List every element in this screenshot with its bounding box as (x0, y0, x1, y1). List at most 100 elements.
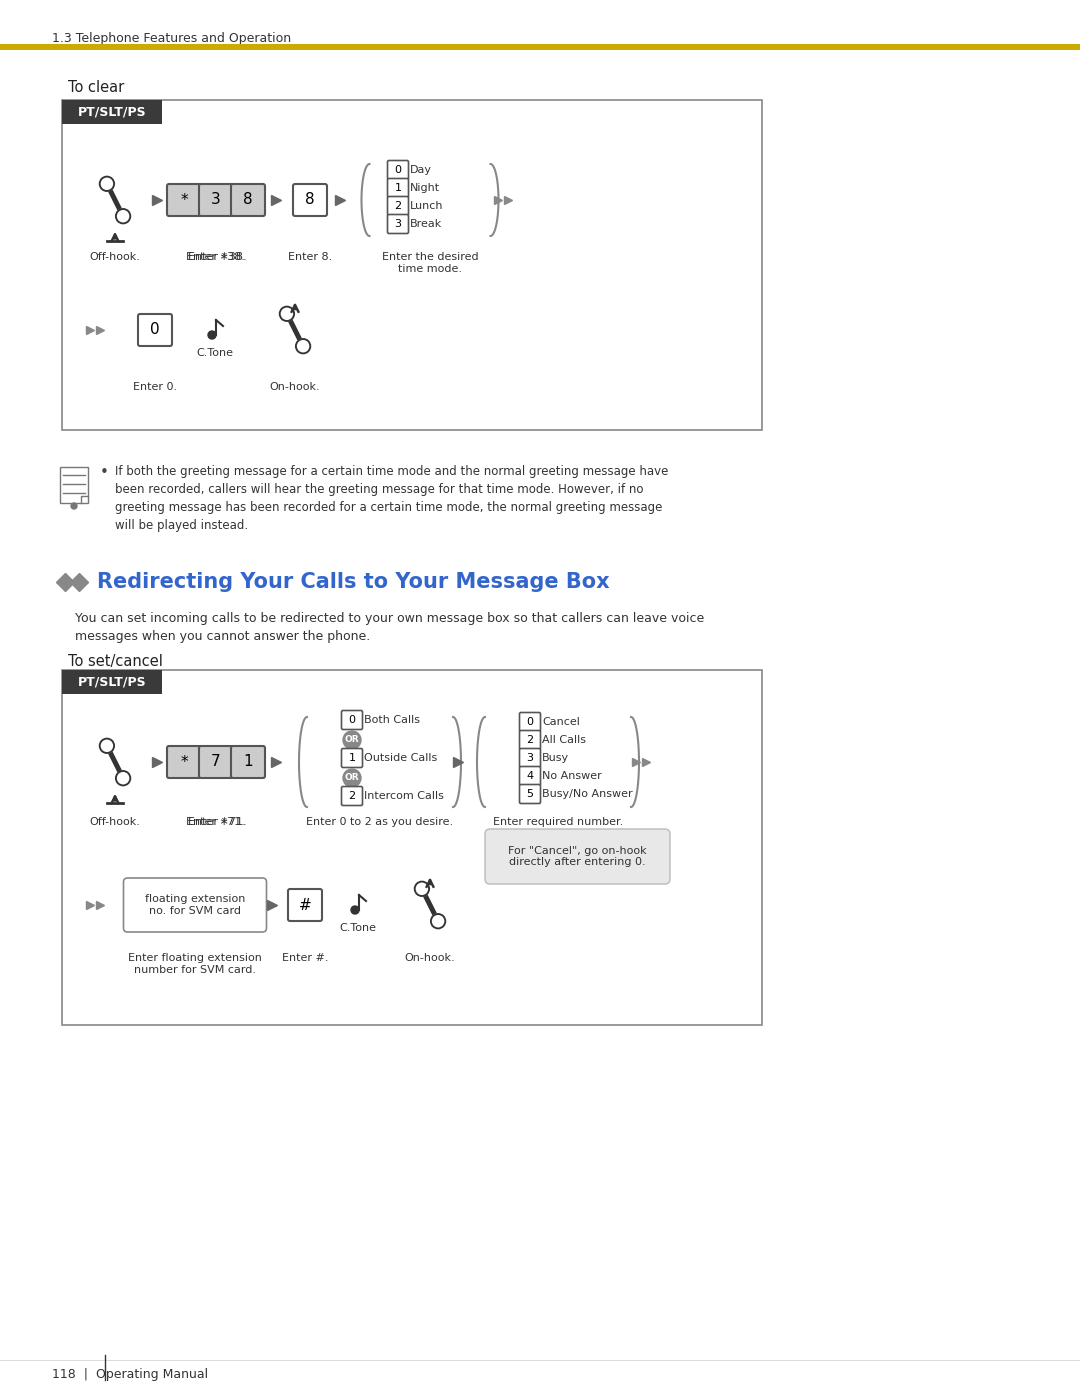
FancyBboxPatch shape (388, 161, 408, 179)
Text: 2: 2 (526, 735, 534, 745)
Circle shape (415, 882, 429, 895)
Text: C.Tone: C.Tone (197, 348, 233, 358)
Text: 0: 0 (349, 715, 355, 725)
FancyBboxPatch shape (341, 711, 363, 729)
Circle shape (208, 331, 216, 339)
FancyBboxPatch shape (388, 197, 408, 215)
Text: 2: 2 (349, 791, 355, 800)
Text: 0: 0 (527, 717, 534, 726)
FancyBboxPatch shape (231, 184, 265, 217)
FancyBboxPatch shape (123, 877, 267, 932)
Text: 1: 1 (349, 753, 355, 763)
Text: If both the greeting message for a certain time mode and the normal greeting mes: If both the greeting message for a certa… (114, 465, 669, 532)
Text: On-hook.: On-hook. (405, 953, 456, 963)
FancyBboxPatch shape (519, 749, 540, 767)
Text: Cancel: Cancel (542, 717, 580, 726)
Text: 8: 8 (306, 193, 314, 208)
Text: Both Calls: Both Calls (364, 715, 420, 725)
FancyBboxPatch shape (519, 712, 540, 732)
Text: Enter floating extension
number for SVM card.: Enter floating extension number for SVM … (129, 953, 262, 975)
Text: Enter *71.: Enter *71. (188, 817, 244, 827)
Text: C.Tone: C.Tone (339, 923, 377, 933)
Text: *: * (180, 193, 188, 208)
Circle shape (99, 176, 114, 191)
Bar (62, 101, 162, 124)
Text: 7: 7 (212, 754, 220, 770)
Circle shape (71, 503, 77, 509)
FancyBboxPatch shape (341, 787, 363, 806)
Text: Enter 0 to 2 as you desire.: Enter 0 to 2 as you desire. (307, 817, 454, 827)
Bar (62, 671, 762, 1025)
Text: Enter required number.: Enter required number. (492, 817, 623, 827)
Text: OR: OR (345, 774, 360, 782)
Text: 5: 5 (527, 789, 534, 799)
Circle shape (99, 739, 114, 753)
FancyBboxPatch shape (485, 828, 670, 884)
FancyBboxPatch shape (288, 888, 322, 921)
FancyBboxPatch shape (293, 184, 327, 217)
Text: On-hook.: On-hook. (270, 381, 321, 393)
Text: #: # (299, 897, 311, 912)
Text: *: * (180, 754, 188, 770)
FancyBboxPatch shape (519, 767, 540, 785)
Text: Enter #.: Enter #. (282, 953, 328, 963)
FancyBboxPatch shape (231, 746, 265, 778)
FancyBboxPatch shape (167, 184, 201, 217)
Text: Outside Calls: Outside Calls (364, 753, 437, 763)
Text: 1: 1 (394, 183, 402, 193)
Text: •: • (100, 465, 109, 481)
Text: OR: OR (345, 735, 360, 745)
Circle shape (343, 768, 361, 787)
Text: 3: 3 (527, 753, 534, 763)
Text: 0: 0 (150, 323, 160, 338)
Text: Busy/No Answer: Busy/No Answer (542, 789, 633, 799)
Bar (62, 671, 162, 694)
Text: Break: Break (410, 219, 442, 229)
FancyBboxPatch shape (519, 785, 540, 803)
Text: Enter 0.: Enter 0. (133, 381, 177, 393)
Text: 4: 4 (526, 771, 534, 781)
Text: No Answer: No Answer (542, 771, 602, 781)
Text: Enter *38.: Enter *38. (188, 251, 244, 263)
FancyBboxPatch shape (199, 746, 233, 778)
Circle shape (343, 731, 361, 749)
Circle shape (296, 339, 310, 353)
FancyBboxPatch shape (138, 314, 172, 346)
Text: You can set incoming calls to be redirected to your own message box so that call: You can set incoming calls to be redirec… (75, 612, 704, 643)
Text: 3: 3 (211, 193, 221, 208)
Text: Lunch: Lunch (410, 201, 444, 211)
Text: 2: 2 (394, 201, 402, 211)
Text: floating extension
no. for SVM card: floating extension no. for SVM card (145, 894, 245, 916)
Text: To set/cancel: To set/cancel (68, 654, 163, 669)
FancyBboxPatch shape (199, 184, 233, 217)
Circle shape (116, 210, 131, 224)
Text: 8: 8 (243, 193, 253, 208)
Circle shape (431, 914, 445, 929)
FancyBboxPatch shape (60, 467, 87, 503)
Text: To clear: To clear (68, 80, 124, 95)
Circle shape (280, 306, 294, 321)
Text: PT/SLT/PS: PT/SLT/PS (78, 676, 146, 689)
FancyBboxPatch shape (388, 215, 408, 233)
Text: 3: 3 (394, 219, 402, 229)
Text: Night: Night (410, 183, 441, 193)
Text: 118  |  Operating Manual: 118 | Operating Manual (52, 1368, 208, 1382)
Text: 1: 1 (243, 754, 253, 770)
Circle shape (351, 907, 359, 914)
Bar (0, 43, 1080, 50)
FancyBboxPatch shape (167, 746, 201, 778)
Bar (62, 101, 762, 430)
FancyBboxPatch shape (388, 179, 408, 197)
Text: Off-hook.: Off-hook. (90, 251, 140, 263)
Text: Busy: Busy (542, 753, 569, 763)
Text: Enter ​∗​38.: Enter ​∗​38. (186, 251, 246, 263)
Text: PT/SLT/PS: PT/SLT/PS (78, 106, 146, 119)
Text: Enter the desired
time mode.: Enter the desired time mode. (381, 251, 478, 274)
FancyBboxPatch shape (519, 731, 540, 750)
Text: Day: Day (410, 165, 432, 175)
Text: Intercom Calls: Intercom Calls (364, 791, 444, 800)
Text: Enter ∗​71.: Enter ∗​71. (186, 817, 246, 827)
Text: For "Cancel", go on-hook
directly after entering 0.: For "Cancel", go on-hook directly after … (509, 845, 647, 868)
Text: All Calls: All Calls (542, 735, 586, 745)
Circle shape (116, 771, 131, 785)
